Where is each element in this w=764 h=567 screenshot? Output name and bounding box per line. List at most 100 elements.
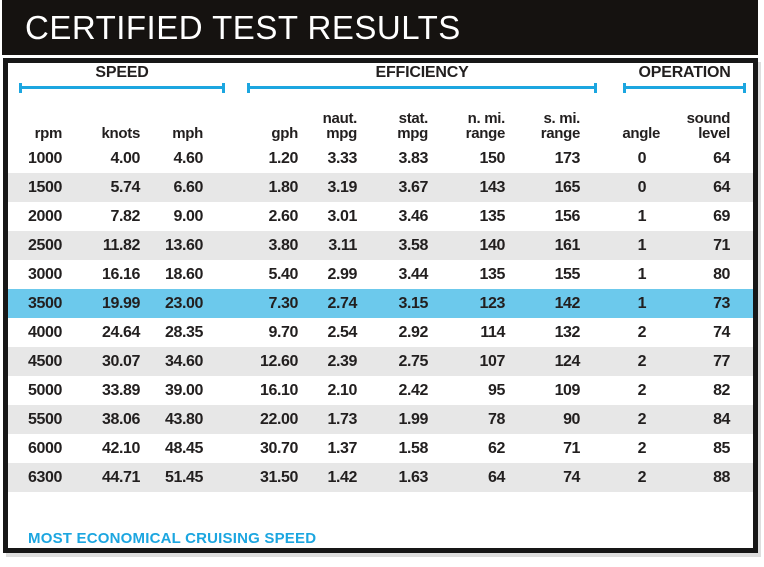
spacer xyxy=(736,260,753,289)
column-header: mph xyxy=(172,125,204,142)
cell: 1.42 xyxy=(327,468,358,486)
cell: 80 xyxy=(713,265,731,283)
cell: 4500 xyxy=(28,352,62,370)
cell: 107 xyxy=(479,352,506,370)
cell: 135 xyxy=(479,265,506,283)
table-row: 5500 38.06 43.80 22.00 1.73 1.99 78 90 2 84 xyxy=(8,405,754,434)
highlighted-row: 3500 19.99 23.00 7.30 2.74 3.15 123 142 1 73 xyxy=(8,289,754,318)
cell: 3.15 xyxy=(398,294,429,312)
cell: 34.60 xyxy=(164,352,204,370)
cell: 2.39 xyxy=(327,352,358,370)
cell: 161 xyxy=(554,236,581,254)
cell: 6300 xyxy=(28,468,62,486)
column-header: rpm xyxy=(34,125,63,142)
cell: 51.45 xyxy=(164,468,204,486)
cell: 16.16 xyxy=(101,265,140,283)
cell: 74 xyxy=(563,468,581,486)
cell: 64 xyxy=(713,149,731,167)
column-header: knots xyxy=(101,125,140,142)
cell: 5500 xyxy=(28,410,62,428)
cell: 3000 xyxy=(28,265,62,283)
cell: 5.74 xyxy=(110,178,140,196)
cell: 2 xyxy=(637,352,647,370)
cell: 3.01 xyxy=(327,207,358,225)
cell: 85 xyxy=(713,439,731,457)
cell: 9.70 xyxy=(268,323,299,341)
cell: 2.92 xyxy=(398,323,429,341)
cell: 16.10 xyxy=(259,381,299,399)
cell: 38.06 xyxy=(101,410,140,428)
column-header-row: rpm knots mph gph naut. mpg stat. mpg n. mi. rang… xyxy=(8,93,753,144)
cell: 5.40 xyxy=(268,265,299,283)
column-header: sound level xyxy=(686,110,731,142)
spacer xyxy=(736,202,753,231)
cell: 43.80 xyxy=(164,410,204,428)
cell: 2.10 xyxy=(327,381,358,399)
table-row: 3000 16.16 18.60 5.40 2.99 3.44 135 155 1 80 xyxy=(8,260,753,289)
cell: 1.80 xyxy=(268,178,299,196)
spacer xyxy=(736,376,753,405)
cell: 123 xyxy=(479,294,506,312)
cell: 64 xyxy=(713,178,731,196)
cell: 1.37 xyxy=(327,439,358,457)
cell: 1.20 xyxy=(268,149,299,167)
cell: 142 xyxy=(554,294,581,312)
cell: 1500 xyxy=(28,178,62,196)
cell: 2.99 xyxy=(327,265,358,283)
cell: 48.45 xyxy=(164,439,204,457)
table-row: 6000 42.10 48.45 30.70 1.37 1.58 62 71 2 85 xyxy=(8,434,753,463)
cell: 4.00 xyxy=(110,149,140,167)
footer-note: MOST ECONOMICAL CRUISING SPEED xyxy=(28,530,317,547)
column-header: naut. mpg xyxy=(322,110,358,142)
column-header: s. mi. range xyxy=(540,110,581,142)
cell: 2 xyxy=(637,468,647,486)
cell: 18.60 xyxy=(164,265,204,283)
spacer xyxy=(736,173,753,202)
cell: 124 xyxy=(554,352,581,370)
cell: 2 xyxy=(637,439,647,457)
group-speed-label: SPEED xyxy=(95,64,149,81)
cell: 23.00 xyxy=(164,294,204,312)
cell: 1 xyxy=(637,207,647,225)
cell: 156 xyxy=(554,207,581,225)
operation-bracket-icon xyxy=(623,83,747,93)
cell: 0 xyxy=(637,178,647,196)
spacer xyxy=(736,231,753,260)
page-title: CERTIFIED TEST RESULTS xyxy=(25,8,461,46)
cell: 4000 xyxy=(28,323,62,341)
cell: 73 xyxy=(713,294,731,312)
cell: 64 xyxy=(488,468,506,486)
column-header: gph xyxy=(271,125,299,142)
group-efficiency: EFFICIENCY xyxy=(209,63,598,93)
spacer xyxy=(736,463,753,492)
spacer xyxy=(736,434,753,463)
table-row: 6300 44.71 51.45 31.50 1.42 1.63 64 74 2 88 xyxy=(8,463,754,492)
cell: 1.63 xyxy=(398,468,429,486)
table-row: 4000 24.64 28.35 9.70 2.54 2.92 114 132 2 74 xyxy=(8,318,753,347)
table-row: 4500 30.07 34.60 12.60 2.39 2.75 107 124 2 77 xyxy=(8,347,754,376)
cell: 0 xyxy=(637,149,647,167)
column-header: stat. mpg xyxy=(397,110,429,142)
cell: 2.42 xyxy=(398,381,429,399)
cell: 95 xyxy=(488,381,506,399)
cell: 62 xyxy=(488,439,506,457)
spacer xyxy=(736,93,753,144)
cell: 2.75 xyxy=(398,352,429,370)
efficiency-bracket-icon xyxy=(247,83,598,93)
table-row: 1500 5.74 6.60 1.80 3.19 3.67 143 165 0 64 xyxy=(8,173,754,202)
cell: 1.58 xyxy=(398,439,429,457)
cell: 140 xyxy=(479,236,506,254)
cell: 114 xyxy=(480,323,506,341)
group-header-row: SPEED EFFICIENCY OPERATION xyxy=(8,63,753,93)
table-frame: SPEED EFFICIENCY OPERATION xyxy=(3,58,758,553)
cell: 6000 xyxy=(28,439,62,457)
cell: 1 xyxy=(637,236,647,254)
spacer xyxy=(736,347,753,376)
cell: 71 xyxy=(563,439,581,457)
cell: 2 xyxy=(637,323,647,341)
spacer xyxy=(736,405,753,434)
cell: 3.46 xyxy=(398,207,429,225)
cell: 3.58 xyxy=(398,236,429,254)
table-row: 5000 33.89 39.00 16.10 2.10 2.42 95 109 2 82 xyxy=(8,376,753,405)
